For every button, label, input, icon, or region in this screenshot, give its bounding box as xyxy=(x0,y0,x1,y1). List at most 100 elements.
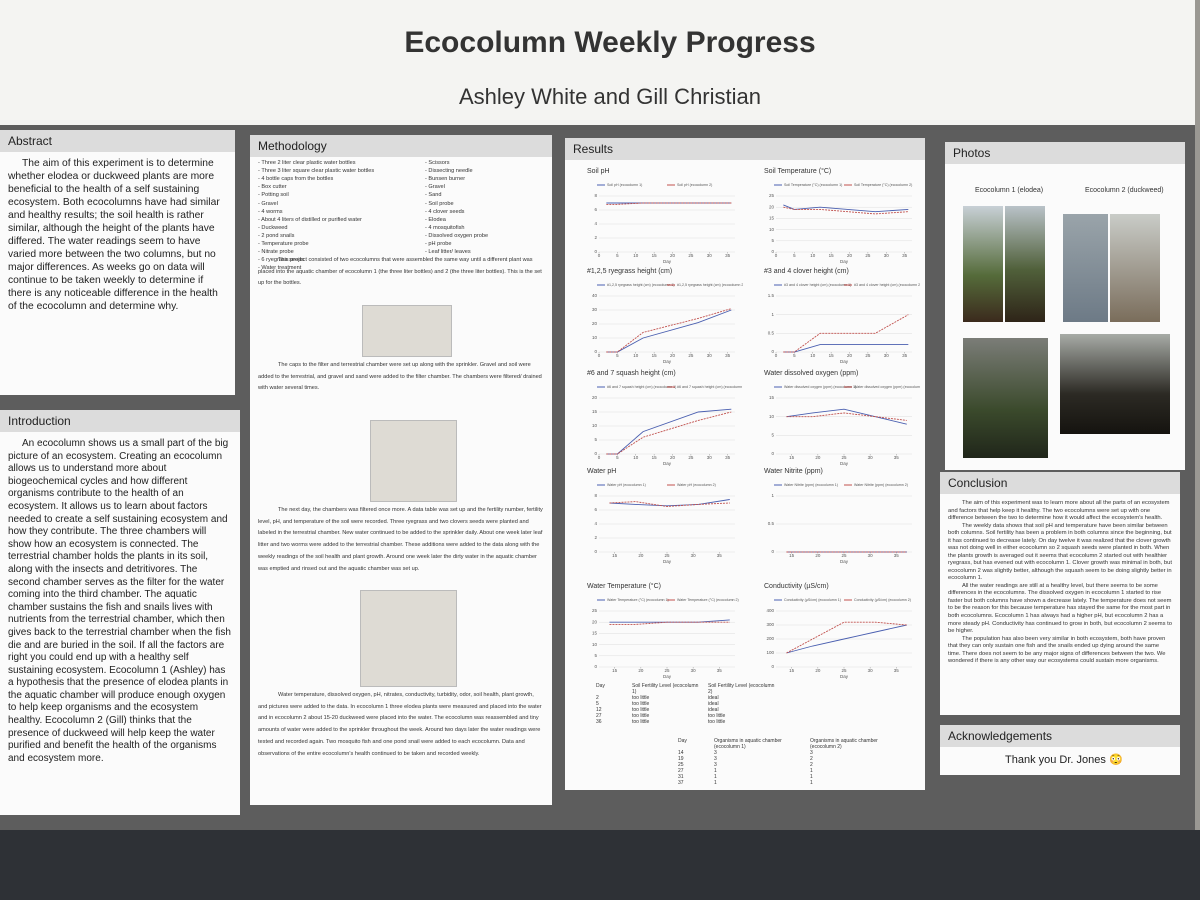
x-tick-label: 25 xyxy=(688,253,694,258)
x-tick-label: 30 xyxy=(868,455,874,460)
y-tick-label: 15 xyxy=(769,216,775,221)
x-tick-label: 25 xyxy=(841,455,847,460)
x-tick-label: 25 xyxy=(664,553,670,558)
data-line xyxy=(606,309,732,353)
x-tick-label: 10 xyxy=(810,353,816,358)
header-cell: Organisms in aquatic chamber (ecocolumn … xyxy=(810,738,878,750)
line-chart: Soil pH Soil pH (ecocolumn 1) Soil pH (eco… xyxy=(583,168,743,268)
x-tick-label: 25 xyxy=(688,455,694,460)
photo xyxy=(1063,214,1108,322)
legend-label: Conductivity (µS/cm) (ecocolumn 1) xyxy=(784,598,841,602)
y-tick-label: 5 xyxy=(771,238,774,243)
x-tick-label: 0 xyxy=(598,353,601,358)
panel-heading: Methodology xyxy=(250,135,552,157)
table-cell: ideal xyxy=(708,701,719,707)
introduction-panel: Introduction An ecocolumn shows us a sma… xyxy=(0,410,240,815)
x-tick-label: 25 xyxy=(841,668,847,673)
y-tick-label: 0 xyxy=(594,451,597,456)
x-tick-label: 20 xyxy=(638,668,644,673)
y-tick-label: 6 xyxy=(594,507,597,512)
photo-caption: Ecocolumn 1 (elodea) xyxy=(975,187,1044,194)
x-tick-label: 30 xyxy=(707,253,713,258)
x-axis-label: Day xyxy=(840,461,849,466)
material-item: - Box cutter xyxy=(258,184,287,191)
table-cell: 1 xyxy=(810,774,813,780)
legend-label: Water Nitrite (ppm) (ecocolumn 2) xyxy=(854,483,908,487)
y-tick-label: 0 xyxy=(594,664,597,669)
y-tick-label: 0 xyxy=(771,664,774,669)
panel-heading: Introduction xyxy=(0,410,240,432)
data-line xyxy=(606,308,732,353)
x-axis-label: Day xyxy=(840,259,849,264)
photo xyxy=(1110,214,1160,322)
photo xyxy=(963,206,1003,322)
x-tick-label: 20 xyxy=(815,553,821,558)
material-item: - Water treatment xyxy=(258,265,302,272)
table-cell: 37 xyxy=(678,780,684,786)
x-tick-label: 30 xyxy=(707,455,713,460)
table-cell: too little xyxy=(632,713,650,719)
x-tick-label: 15 xyxy=(789,668,795,673)
y-tick-label: 10 xyxy=(769,227,775,232)
sketch-image xyxy=(370,420,457,502)
x-tick-label: 35 xyxy=(725,353,731,358)
material-item: - Elodea xyxy=(425,216,446,223)
x-tick-label: 20 xyxy=(670,455,676,460)
material-item: - Three 2 liter clear plastic water bott… xyxy=(258,160,356,166)
legend-label: Soil Temperature (°C) (ecocolumn 2) xyxy=(854,183,912,187)
x-tick-label: 35 xyxy=(894,668,900,673)
legend-label: Water Temperature (°C) (ecocolumn 1) xyxy=(607,598,669,602)
x-tick-label: 15 xyxy=(789,455,795,460)
table-cell: 1 xyxy=(714,768,717,774)
data-line xyxy=(609,501,730,507)
chart-title: Water Temperature (°C) xyxy=(587,583,661,590)
chart-title: #1,2,5 ryegrass height (cm) xyxy=(587,268,673,275)
line-chart: Water Nitrite (ppm) Water Nitrite (ppm) (… xyxy=(760,468,920,568)
chart-title: Conductivity (µS/cm) xyxy=(764,583,829,590)
x-tick-label: 30 xyxy=(691,668,697,673)
y-tick-label: 20 xyxy=(592,619,598,624)
photo xyxy=(1060,334,1170,434)
legend-label: #6 and 7 squash height (cm) (ecocolumn 1… xyxy=(607,385,676,389)
x-tick-label: 35 xyxy=(725,455,731,460)
material-item: - Nitrate probe xyxy=(258,249,294,256)
chart-plot: Water Temperature (°C) (ecocolumn 1) Wate… xyxy=(592,598,739,679)
sketch-image xyxy=(360,590,457,687)
material-item: - Three 3 liter square clear plastic wat… xyxy=(258,168,375,175)
data-line xyxy=(609,499,730,507)
methodology-panel: Methodology - Three 2 liter clear plasti… xyxy=(250,135,552,805)
x-tick-label: 25 xyxy=(688,353,694,358)
material-item: - About 4 liters of distilled or purifie… xyxy=(258,216,362,223)
data-line xyxy=(783,206,909,215)
chart-title: Water pH xyxy=(587,468,617,475)
y-tick-label: 1 xyxy=(771,312,774,317)
legend-label: Water dissolved oxygen (ppm) (ecocolumn … xyxy=(784,385,856,389)
y-tick-label: 15 xyxy=(592,631,598,636)
y-tick-label: 0 xyxy=(594,549,597,554)
abstract-panel: Abstract The aim of this experiment is t… xyxy=(0,130,235,395)
legend-label: #3 and 4 clover height (cm) (ecocolumn 1… xyxy=(784,283,851,287)
y-tick-label: 0 xyxy=(594,349,597,354)
table-header: Day Soil Fertility Level (ecocolumn 1) Soi… xyxy=(593,683,781,695)
y-tick-label: 5 xyxy=(594,437,597,442)
methodology-paragraph: The next day, the chambers was filtered … xyxy=(258,507,543,572)
x-tick-label: 25 xyxy=(841,553,847,558)
x-tick-label: 5 xyxy=(616,455,619,460)
x-tick-label: 15 xyxy=(789,553,795,558)
table-cell: 25 xyxy=(678,762,684,768)
x-tick-label: 5 xyxy=(616,253,619,258)
abstract-text: The aim of this experiment is to determi… xyxy=(8,158,220,312)
photo xyxy=(1005,206,1045,322)
x-tick-label: 25 xyxy=(865,253,871,258)
y-tick-label: 6 xyxy=(594,207,597,212)
acknowledgements-text: Thank you Dr. Jones 😳 xyxy=(1005,754,1123,766)
x-tick-label: 20 xyxy=(670,353,676,358)
material-item: - Temperature probe xyxy=(258,241,309,248)
chart-title: #3 and 4 clover height (cm) xyxy=(764,268,849,275)
y-tick-label: 25 xyxy=(592,608,598,613)
methodology-paragraph: The caps to the filter and terrestrial c… xyxy=(258,362,542,392)
y-tick-label: 8 xyxy=(594,193,597,198)
sketch-image xyxy=(362,305,452,357)
photo-caption: Ecocolumn 2 (duckweed) xyxy=(1085,187,1164,194)
